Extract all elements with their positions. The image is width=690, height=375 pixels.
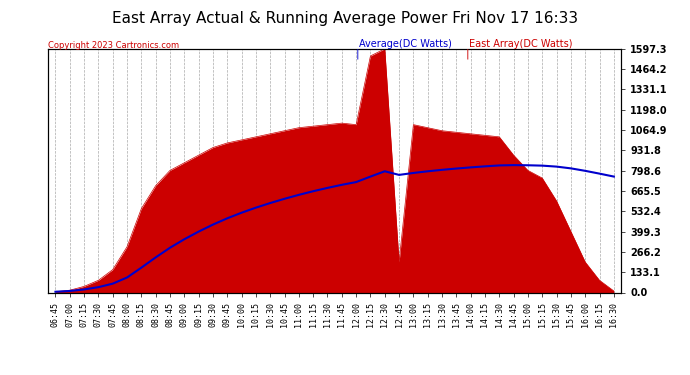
Text: |: | bbox=[466, 49, 469, 59]
Text: Copyright 2023 Cartronics.com: Copyright 2023 Cartronics.com bbox=[48, 41, 179, 50]
Text: Average(DC Watts): Average(DC Watts) bbox=[359, 39, 452, 50]
Text: East Array(DC Watts): East Array(DC Watts) bbox=[469, 39, 573, 50]
Text: |: | bbox=[355, 49, 359, 59]
Text: East Array Actual & Running Average Power Fri Nov 17 16:33: East Array Actual & Running Average Powe… bbox=[112, 11, 578, 26]
